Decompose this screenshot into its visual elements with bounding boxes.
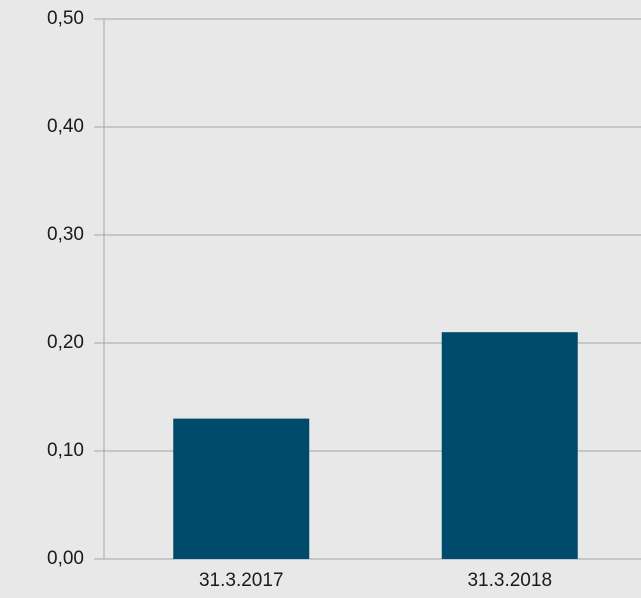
y-tick-label: 0,20: [47, 332, 84, 353]
bar: [173, 418, 310, 559]
y-tick-label: 0,10: [47, 440, 84, 461]
y-tick-label: 0,40: [47, 116, 84, 137]
bar: [441, 332, 578, 559]
x-tick-label: 31.3.2018: [467, 570, 552, 591]
y-tick-label: 0,50: [47, 8, 84, 29]
y-tick-label: 0,00: [47, 548, 84, 569]
x-tick-label: 31.3.2017: [199, 570, 284, 591]
y-tick-label: 0,30: [47, 224, 84, 245]
